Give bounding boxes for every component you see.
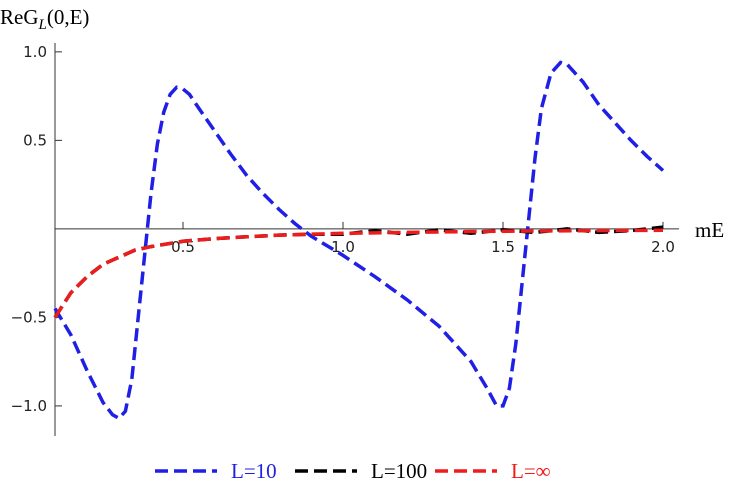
x-axis-label: mE <box>695 218 724 242</box>
x-tick-label: 1.0 <box>331 238 355 256</box>
legend-label: L=∞ <box>511 459 551 483</box>
data-line <box>53 228 664 319</box>
y-tick-label: −1.0 <box>11 397 47 415</box>
y-tick-label: 0.5 <box>23 131 47 149</box>
x-tick-label: 2.0 <box>651 238 675 256</box>
x-tick-label: 1.5 <box>491 238 515 256</box>
y-tick-label: 1.0 <box>23 43 47 61</box>
y-axis-label: ReGL(0,E) <box>0 5 89 33</box>
legend-label: L=10 <box>231 459 277 483</box>
legend-label: L=100 <box>371 459 427 483</box>
data-line <box>53 60 665 421</box>
y-tick-label: −0.5 <box>11 308 47 326</box>
